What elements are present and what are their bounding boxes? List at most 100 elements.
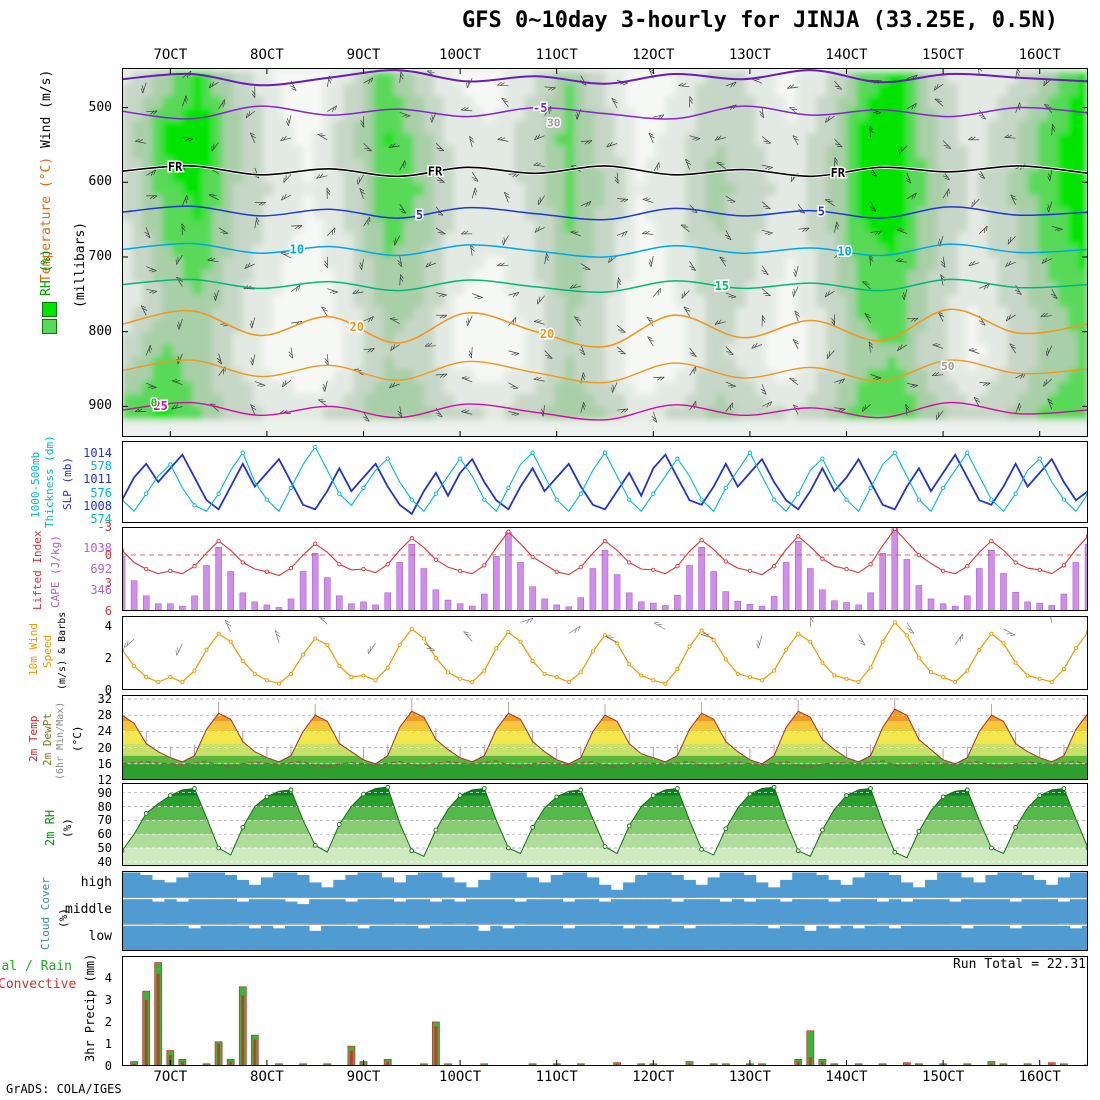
time-tick-label: 10OCT (439, 1069, 482, 1085)
axis-tick-label: 700 (88, 248, 112, 264)
p6-svg (122, 783, 1088, 866)
time-tick-label: 15OCT (922, 47, 965, 63)
axis-tick-label: low (88, 928, 112, 944)
axis-tick-label: 0 (104, 683, 112, 697)
grads-credit: GrADS: COLA/IGES (6, 1082, 122, 1096)
time-tick-label: 11OCT (535, 47, 578, 63)
axis-tick-label: 28 (97, 708, 112, 723)
svg-text:FR: FR (428, 165, 443, 179)
time-tick-label: 13OCT (728, 1069, 771, 1085)
axis-tick-label: 3 (104, 993, 112, 1007)
axis-tick-label: 1038 (83, 541, 112, 555)
axis-tick-label: 3 (104, 576, 112, 590)
millibars-axis-label: (millibars) (73, 221, 88, 308)
p8-svg (122, 956, 1088, 1066)
axis-tick-label: 0 (104, 548, 112, 562)
svg-text:25: 25 (153, 399, 167, 413)
time-axis-top: 7OCT 8OCT 9OCT 10OCT 11OCT 12OCT 13OCT 14OCT 15O… (0, 48, 1100, 66)
axis-tick-label: 578 (90, 459, 112, 474)
svg-text:30: 30 (547, 116, 560, 129)
wind-axis-label: Wind (m/s) (39, 69, 54, 148)
time-tick-label: 12OCT (632, 47, 675, 63)
axis-tick-label: 50 (97, 841, 112, 856)
axis-tick-label: 4 (104, 618, 112, 633)
axis-tick-label: 800 (88, 323, 112, 339)
time-tick-label: 14OCT (825, 1069, 868, 1085)
time-tick-label: 14OCT (825, 47, 868, 63)
svg-text:20: 20 (540, 327, 554, 341)
axis-tick-label: middle (65, 902, 112, 917)
p2-svg (122, 441, 1088, 523)
svg-text:FR: FR (168, 160, 183, 174)
svg-text:5: 5 (818, 205, 825, 219)
axis-tick-label: 90 (97, 785, 112, 800)
thickness-axis-label-2: Thickness (dm) (43, 435, 56, 528)
svg-text:20: 20 (350, 320, 364, 334)
precip-total-legend: Total / Rain (0, 959, 72, 974)
axis-tick-label: 6 (104, 604, 112, 618)
axis-tick-label: 20 (97, 740, 112, 755)
svg-text:10: 10 (290, 243, 304, 257)
time-tick-label: 16OCT (1018, 1069, 1061, 1085)
axis-tick-label: 0 (104, 1059, 112, 1073)
time-tick-label: 11OCT (535, 1069, 578, 1085)
time-tick-label: 15OCT (922, 1069, 965, 1085)
wind10m-panel (122, 616, 1088, 690)
time-tick-label: 7OCT (153, 1069, 188, 1085)
axis-tick-label: 1014 (83, 446, 112, 460)
time-tick-label: 16OCT (1018, 47, 1061, 63)
axis-tick-label: 600 (88, 174, 112, 190)
axis-tick-label: 346 (90, 583, 112, 597)
slp-thickness-panel (122, 441, 1088, 523)
wind10m-axis-label-1: 10m Wind (27, 623, 40, 676)
p5-svg (122, 695, 1088, 780)
svg-text:0: 0 (151, 396, 158, 409)
rh2m-panel (122, 783, 1088, 866)
time-tick-label: 7OCT (153, 47, 188, 63)
time-tick-label: 8OCT (250, 1069, 284, 1085)
svg-text:5: 5 (416, 208, 423, 222)
axis-tick-label: 2 (104, 650, 112, 665)
rh2m-axis-label: 2m RH (43, 809, 57, 846)
lifted-index-axis-label: Lifted Index (31, 530, 44, 610)
svg-text:-5: -5 (533, 101, 547, 115)
time-tick-label: 13OCT (728, 47, 771, 63)
cloud-cover-axis-label: Cloud Cover (39, 877, 52, 950)
axis-tick-label: 500 (88, 99, 112, 115)
svg-text:FR: FR (831, 166, 846, 180)
axis-tick-label: 40 (97, 854, 112, 869)
axis-tick-label: high (80, 875, 112, 891)
axis-tick-label: 2 (104, 1015, 112, 1029)
axis-tick-label: 80 (97, 799, 112, 814)
axis-tick-label: 16 (97, 756, 112, 771)
dewpt-axis-label: 2m DewPt (41, 713, 54, 766)
precip-panel (122, 956, 1088, 1066)
run-total-label: Run Total = 22.31 (952, 957, 1086, 972)
axis-tick-label: 900 (88, 398, 112, 414)
page-title: GFS 0~10day 3-hourly for JINJA (33.25E, … (461, 8, 1059, 33)
axis-tick-label: 1011 (83, 472, 112, 487)
precip-convective-legend: Convective (0, 977, 77, 992)
axis-tick-label: 70 (97, 813, 112, 828)
temp2m-panel (122, 695, 1088, 780)
time-tick-label: 8OCT (250, 47, 284, 63)
axis-tick-label: 4 (104, 971, 112, 985)
time-axis-bottom: 7OCT 8OCT 9OCT 10OCT 11OCT 12OCT 13OCT 14OCT 15O… (0, 1070, 1100, 1088)
svg-text:10: 10 (837, 245, 851, 259)
axis-tick-label: 32 (97, 692, 112, 707)
time-tick-label: 9OCT (346, 1069, 381, 1085)
wind10m-axis-label-2: Speed (41, 634, 54, 668)
rh-legend-swatch-bright (42, 302, 57, 317)
p1-svg: -5 FR FR FR 5 5 10 10 15 20 20 25 30 50 0 (122, 68, 1088, 437)
axis-tick-label: 12 (97, 773, 112, 787)
time-tick-label: 9OCT (346, 47, 381, 63)
axis-tick-label: 1 (104, 1037, 112, 1051)
thickness-axis-label-1: 1000-500mb (29, 451, 42, 518)
axis-tick-label: 692 (90, 562, 112, 576)
p7-svg (122, 871, 1088, 951)
axis-tick-label: 1008 (83, 498, 112, 513)
svg-text:50: 50 (941, 360, 954, 373)
p3-svg (122, 527, 1088, 611)
axis-tick-label: 574 (90, 512, 112, 526)
